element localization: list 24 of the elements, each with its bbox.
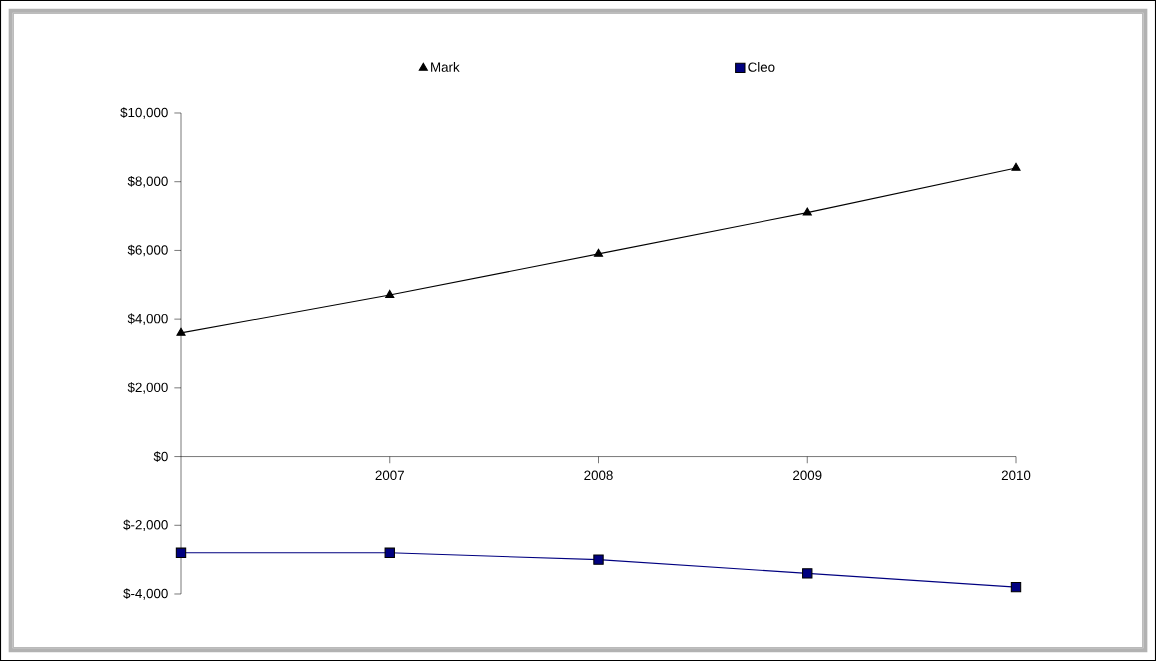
y-tick-label: $0 — [153, 451, 168, 462]
point — [1011, 162, 1021, 171]
legend-label: Mark — [431, 62, 460, 72]
x-tick-label: 2010 — [1001, 470, 1031, 481]
y-tick-label: $2,000 — [127, 382, 168, 394]
y-tick-label: $8,000 — [127, 175, 168, 188]
point — [175, 547, 187, 558]
point — [802, 207, 812, 216]
x-tick-label: 2009 — [793, 470, 822, 481]
y-tick-label: $-2,000 — [123, 519, 168, 532]
x-tick-label: 2007 — [375, 470, 404, 481]
point — [176, 327, 186, 336]
y-tick-label: $10,000 — [120, 107, 168, 119]
y-tick-label: $6,000 — [127, 244, 168, 257]
y-tick-label: $4,000 — [127, 313, 168, 325]
point — [385, 289, 395, 298]
point — [593, 248, 604, 257]
point — [802, 568, 813, 579]
x-tick-label: 2008 — [584, 470, 613, 481]
point — [593, 554, 604, 565]
legend-label: Cleo — [748, 62, 775, 72]
point — [1010, 581, 1022, 593]
point — [384, 547, 395, 558]
y-tick-label: $-4,000 — [123, 588, 168, 600]
